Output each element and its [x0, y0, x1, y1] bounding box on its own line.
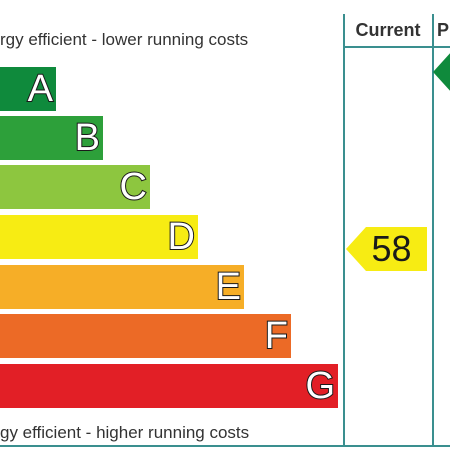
band-f: F [0, 314, 291, 358]
band-e-letter: E [215, 266, 242, 308]
band-g: G [0, 364, 338, 408]
band-g-letter: G [304, 365, 336, 407]
band-c: C [0, 165, 150, 209]
header-divider [344, 46, 450, 48]
band-f-letter: F [264, 315, 289, 357]
band-c-letter: C [119, 166, 148, 208]
band-a: A [0, 67, 56, 111]
band-e: E [0, 265, 244, 309]
band-b-letter: B [74, 117, 101, 159]
potential-column-header: P [437, 20, 450, 40]
band-a-letter: A [27, 68, 54, 110]
bottom-efficiency-label: gy efficient - higher running costs [0, 423, 250, 442]
current-column-header: Current [355, 20, 421, 40]
band-d-letter: D [167, 216, 196, 258]
top-efficiency-label: rgy efficient - lower running costs [0, 30, 249, 49]
current-rating-value: 58 [371, 228, 412, 269]
bottom-border [0, 445, 450, 447]
potential-column-left-border [432, 14, 434, 447]
potential-rating-arrow [433, 50, 450, 94]
band-b: B [0, 116, 103, 160]
potential-arrow-shape [433, 53, 450, 91]
current-column-left-border [343, 14, 345, 447]
current-arrow-shape [346, 227, 427, 271]
current-rating-arrow: 58 [346, 227, 427, 271]
band-d: D [0, 215, 198, 259]
